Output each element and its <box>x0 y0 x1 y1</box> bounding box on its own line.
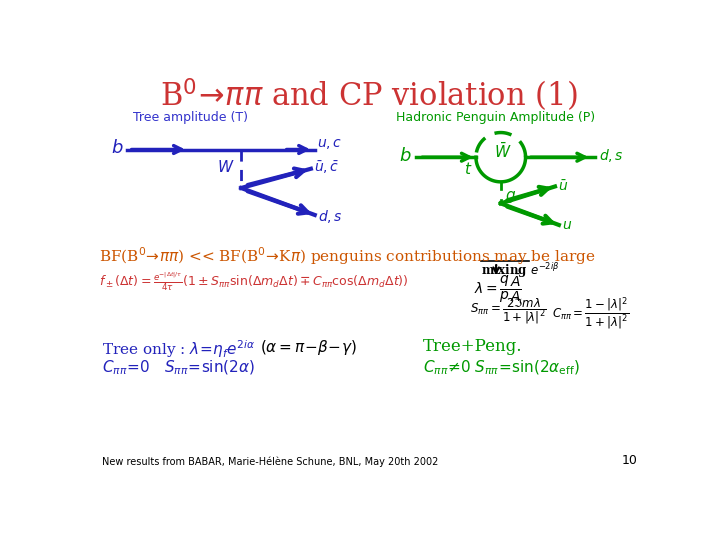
Text: Tree+Peng.: Tree+Peng. <box>423 338 523 355</box>
Text: Tree amplitude (T): Tree amplitude (T) <box>132 111 248 124</box>
Text: $b$: $b$ <box>111 139 123 157</box>
Text: $b$: $b$ <box>399 147 412 165</box>
Text: mixing $e^{-2i\beta}$: mixing $e^{-2i\beta}$ <box>481 261 559 280</box>
Text: 10: 10 <box>621 454 637 467</box>
Text: $g$: $g$ <box>505 189 516 205</box>
Text: Hadronic Penguin Amplitude (P): Hadronic Penguin Amplitude (P) <box>396 111 595 124</box>
Text: $\bar{W}$: $\bar{W}$ <box>493 141 511 160</box>
Text: $t$: $t$ <box>464 161 472 177</box>
Text: $S_{\pi\pi} = \dfrac{2\Im m\lambda}{1+|\lambda|^2}$: $S_{\pi\pi} = \dfrac{2\Im m\lambda}{1+|\… <box>469 296 546 326</box>
Text: $C_{\pi\pi}\!=\!0 \quad S_{\pi\pi}\!=\!\sin(2\alpha)$: $C_{\pi\pi}\!=\!0 \quad S_{\pi\pi}\!=\!\… <box>102 359 255 377</box>
Text: New results from BABAR, Marie-Hélène Schune, BNL, May 20th 2002: New results from BABAR, Marie-Hélène Sch… <box>102 456 438 467</box>
Text: $C_{\pi\pi}\!\neq\!0\;S_{\pi\pi}\!=\!\sin(2\alpha_{\rm eff})$: $C_{\pi\pi}\!\neq\!0\;S_{\pi\pi}\!=\!\si… <box>423 359 580 377</box>
Text: B$^0\!\rightarrow\!\pi\pi$ and CP violation (1): B$^0\!\rightarrow\!\pi\pi$ and CP violat… <box>161 76 577 114</box>
Text: $W$: $W$ <box>217 159 235 175</box>
Text: $u$: $u$ <box>562 218 572 232</box>
Text: $\bar{u}$: $\bar{u}$ <box>558 179 568 194</box>
Text: $d,s$: $d,s$ <box>599 147 624 164</box>
Text: $f_\pm(\Delta t) = \frac{e^{-|\Delta t|/\tau}}{4\tau}\left(1\pm S_{\pi\pi}\sin(\: $f_\pm(\Delta t) = \frac{e^{-|\Delta t|/… <box>99 271 409 293</box>
Text: $\lambda = \dfrac{q}{p}\dfrac{\bar{A}}{A}$: $\lambda = \dfrac{q}{p}\dfrac{\bar{A}}{A… <box>474 273 521 305</box>
Text: $(\alpha = \pi\!-\!\beta\!-\!\gamma)$: $(\alpha = \pi\!-\!\beta\!-\!\gamma)$ <box>261 338 357 357</box>
Text: $\bar{u},\bar{c}$: $\bar{u},\bar{c}$ <box>314 159 339 176</box>
Text: $d,s$: $d,s$ <box>318 208 343 225</box>
Text: BF(B$^0\!\rightarrow\!\pi\pi$) << BF(B$^0\!\rightarrow\!$K$\pi$) penguins contri: BF(B$^0\!\rightarrow\!\pi\pi$) << BF(B$^… <box>99 246 596 267</box>
Text: $C_{\pi\pi} = \dfrac{1-|\lambda|^2}{1+|\lambda|^2}$: $C_{\pi\pi} = \dfrac{1-|\lambda|^2}{1+|\… <box>552 296 629 332</box>
Text: $u,c$: $u,c$ <box>317 137 343 151</box>
Text: Tree only : $\lambda\!=\!\eta_f e^{2i\alpha}$: Tree only : $\lambda\!=\!\eta_f e^{2i\al… <box>102 338 255 360</box>
